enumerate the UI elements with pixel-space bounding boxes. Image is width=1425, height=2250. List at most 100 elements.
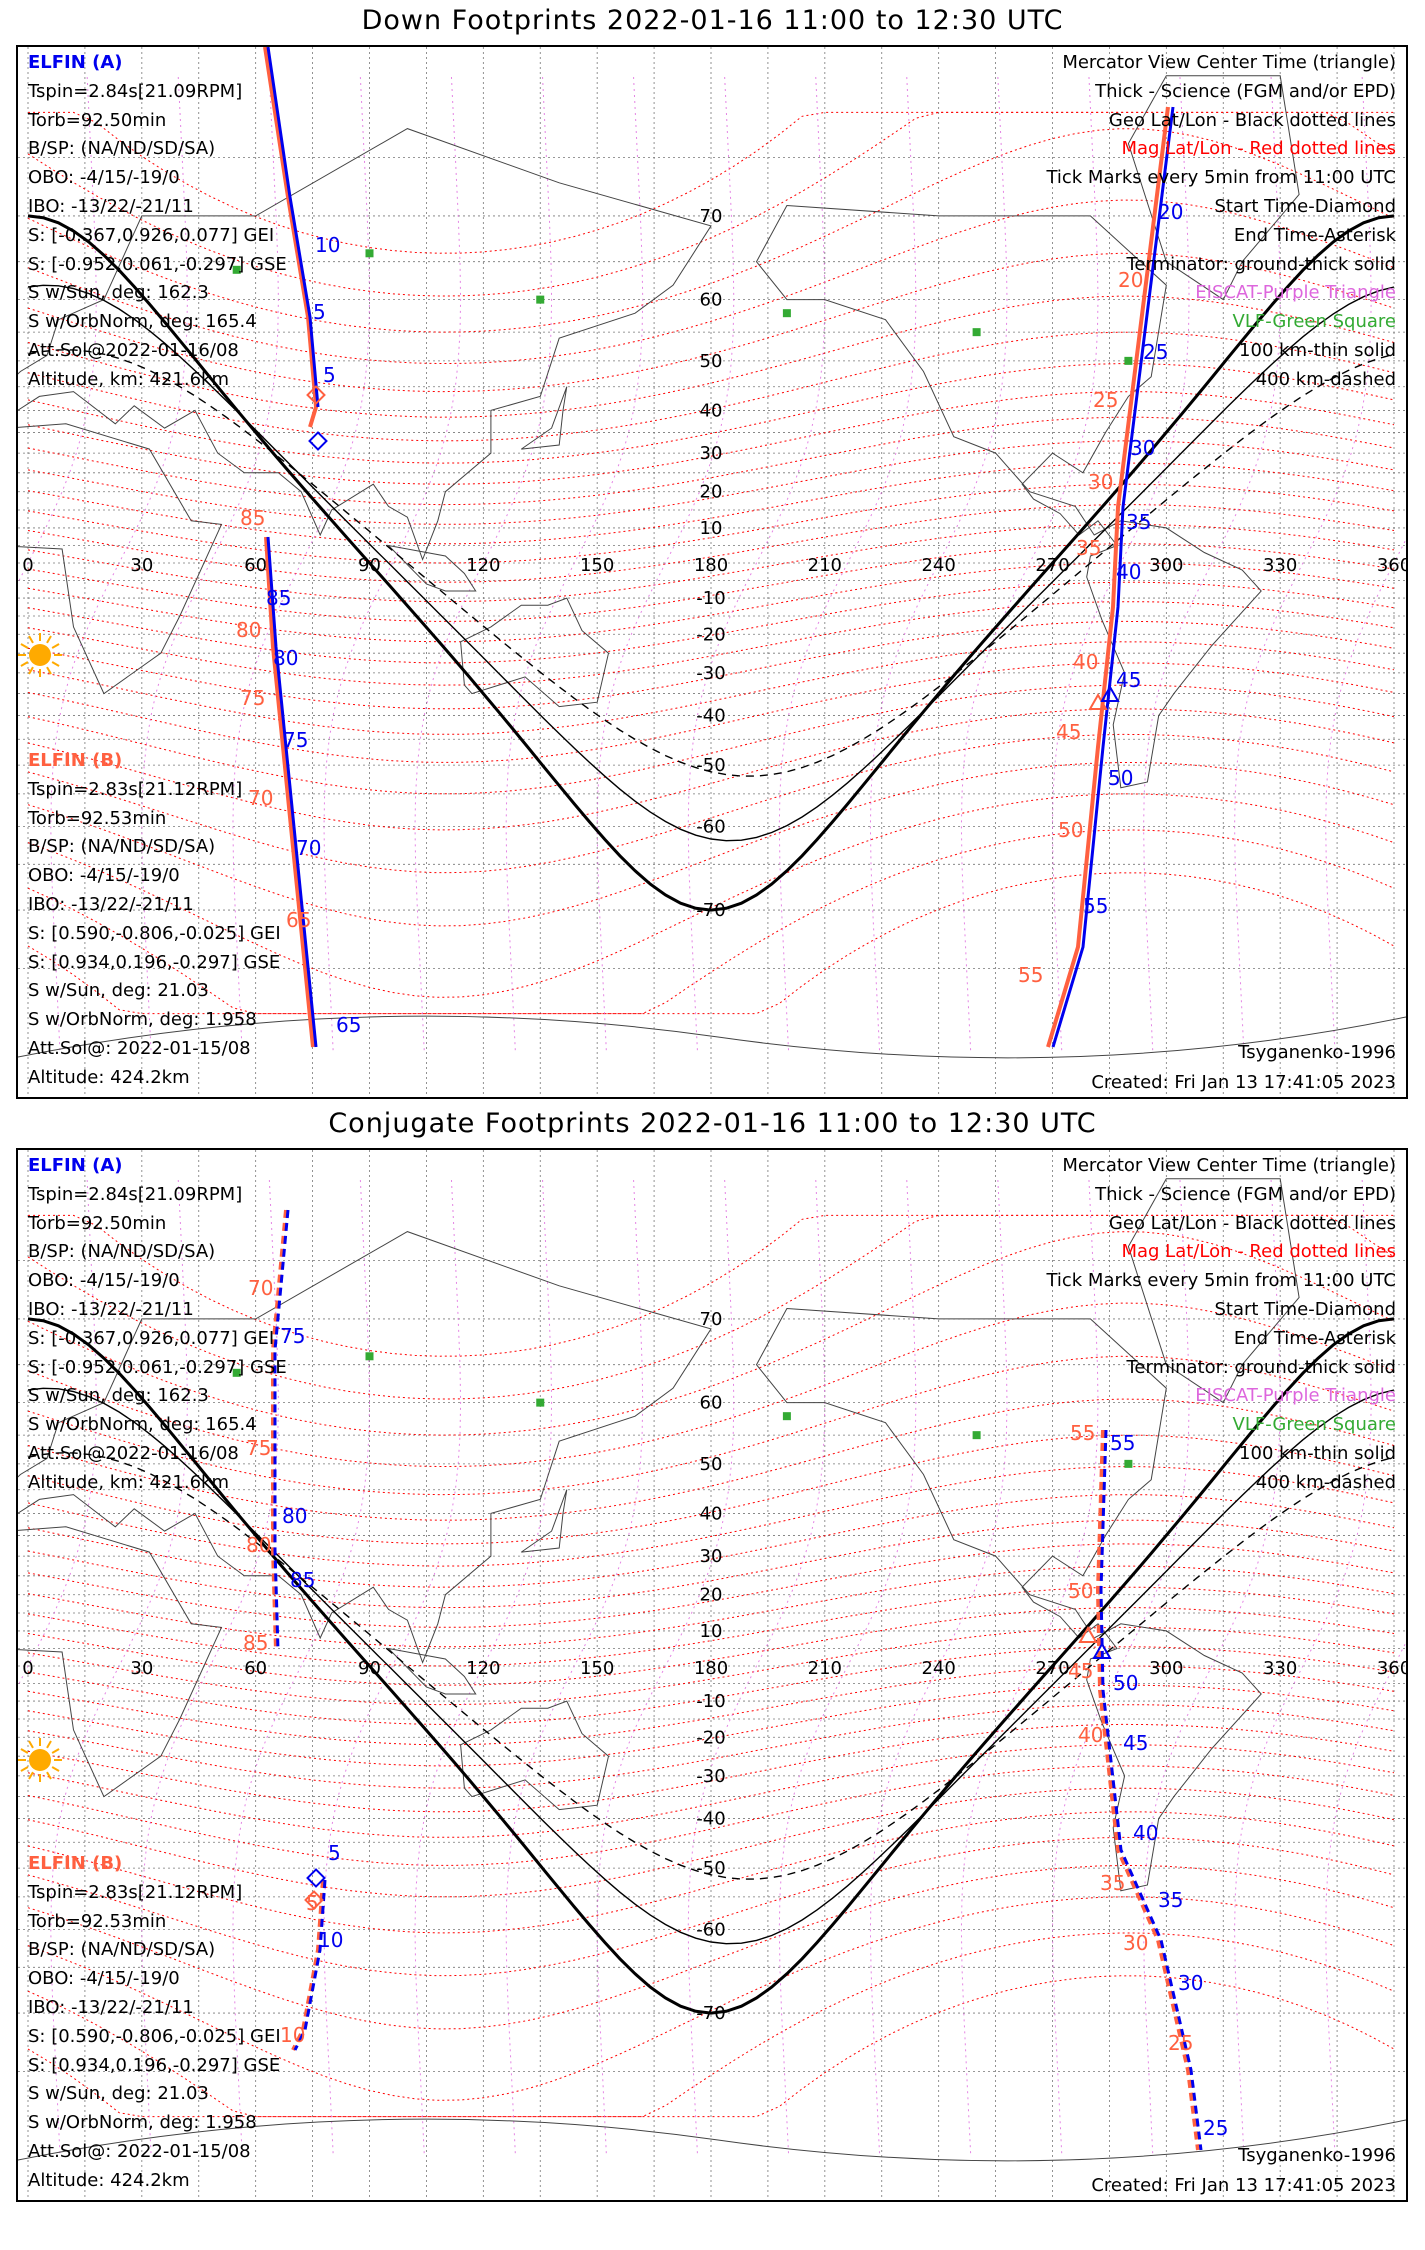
legend-item: Mercator View Center Time (triangle) (1062, 52, 1396, 73)
elfin-b-track (1046, 106, 1170, 1048)
info-line: B/SP: (NA/ND/SD/SA) (28, 1939, 216, 1961)
model-label: Tsyganenko-1996 (1238, 1042, 1396, 1063)
elfin-a-info-conjugate: ELFIN (A) Tspin=2.84s[21.09RPM] Torb=92.… (28, 1152, 287, 1498)
mag-parallel (27, 1626, 1395, 1706)
vlf-station-icon (232, 1368, 241, 1377)
legend-item: EISCAT-Purple Triangle (1195, 282, 1396, 304)
elfin-a-track (266, 536, 318, 1048)
elfin-a-track (273, 1209, 290, 1651)
mag-meridian (1325, 538, 1406, 1051)
mag-parallel (27, 391, 1395, 485)
track-a-tick-label: 30 (1178, 1971, 1203, 1995)
mag-parallel (27, 462, 1395, 545)
lon-tick-label: 270 (1035, 1658, 1069, 1679)
coastline (755, 204, 1262, 789)
legend-item: End Time-Asterisk (1233, 1327, 1396, 1349)
track-a-tick-label: 70 (296, 836, 321, 860)
track-b-tick-label: 40 (1073, 650, 1098, 674)
sun-ray (51, 1748, 60, 1754)
mag-meridian (505, 75, 644, 1051)
mag-meridian (18, 1178, 97, 1687)
elfin-b-header: ELFIN (B) (28, 1853, 123, 1874)
vlf-station-icon (972, 1431, 981, 1440)
coastline (521, 1489, 568, 1553)
legend-item: EISCAT-Purple Triangle (1195, 1385, 1396, 1407)
legend-item: 400 km-dashed (1255, 1471, 1396, 1493)
center-triangle-b (1078, 1625, 1098, 1643)
coastline (755, 1307, 1262, 1892)
info-line: OBO: -4/15/-19/0 (28, 865, 180, 887)
mag-parallel (27, 199, 1395, 365)
sun-ray (51, 1766, 60, 1772)
footprint-map-conjugate: 0 30 60 90 120 150 180 210 240 270 300 330 360706050… (18, 1150, 1406, 2200)
lon-tick-label: 240 (921, 555, 955, 576)
created-label: Created: Fri Jan 13 17:41:05 2023 (1091, 2175, 1396, 2196)
legend-item: Mag Lat/Lon - Red dotted lines (1121, 1241, 1396, 1263)
track-b-tick-label: 5 (306, 1891, 319, 1915)
track-b-tick-label: 55 (1018, 963, 1043, 987)
track-a-tick-label: 5 (328, 1841, 341, 1865)
lon-tick-label: 180 (694, 1658, 728, 1679)
lon-tick-label: 150 (580, 555, 614, 576)
mag-parallel (27, 1704, 1395, 1789)
lon-tick-label: 360 (1377, 555, 1406, 576)
track-b-tick-label: 30 (1088, 470, 1113, 494)
track-b-tick-label: 85 (240, 506, 265, 530)
info-line: B/SP: (NA/ND/SD/SA) (28, 836, 216, 858)
mag-meridian (960, 75, 1099, 1051)
track-b-tick-label: 70 (248, 1276, 273, 1300)
info-line: B/SP: (NA/ND/SD/SA) (28, 1241, 216, 1263)
lon-tick-label: 300 (1149, 555, 1183, 576)
elfin-a-track (1099, 1429, 1203, 2151)
track-a-tick-label: 85 (266, 586, 291, 610)
sun-disc (29, 644, 51, 666)
mag-parallel (27, 1787, 1395, 1898)
info-line: Att.Sol@2022-01-16/08 (28, 339, 239, 361)
sun-ray (28, 1740, 34, 1749)
info-line: IBO: -13/22/-21/11 (28, 1996, 194, 2018)
sun-ray (20, 643, 29, 649)
lon-tick-label: 0 (22, 555, 33, 576)
info-line: Att.Sol@: 2022-01-15/08 (28, 2140, 251, 2162)
legend-item: VLF-Green Square (1232, 311, 1396, 333)
mag-parallel (27, 363, 1395, 464)
mag-parallel (27, 1723, 1395, 1813)
track-a-tick-label: 20 (1158, 200, 1183, 224)
mag-parallel (27, 641, 1395, 735)
mag-meridian (596, 75, 735, 1051)
coastline (387, 1647, 477, 1695)
mag-parallel (27, 684, 1395, 795)
mag-meridian (414, 1178, 553, 2154)
info-line: S: [0.590,-0.806,-0.025] GEI (28, 2025, 281, 2047)
mag-meridian (778, 75, 917, 1051)
lat-tick-label: 60 (700, 1393, 723, 1414)
track-a-tick-label: 35 (1126, 510, 1151, 534)
track-b-tick-label: 35 (1100, 1871, 1125, 1895)
track-a-tick-label: 75 (283, 728, 308, 752)
mag-parallel (27, 504, 1395, 583)
track-b-tick-label: 50 (1058, 818, 1083, 842)
info-line: S: [-0.952,0.061,-0.297] GSE (28, 1356, 287, 1378)
track-b-tick-label: 35 (1076, 536, 1101, 560)
mag-parallel (27, 1586, 1395, 1667)
lat-tick-label: -30 (696, 663, 725, 684)
geo-grid (18, 1150, 1406, 2200)
mag-parallel (27, 1607, 1395, 1686)
sun-icon (18, 1738, 62, 1782)
mag-parallel (27, 1565, 1395, 1648)
center-triangle-a (1092, 1641, 1112, 1659)
legend-item: Thick - Science (FGM and/or EPD) (1095, 1183, 1396, 1205)
vlf-station-icon (232, 265, 241, 274)
mag-parallel (27, 252, 1395, 393)
coastline (18, 128, 712, 561)
coastline (1127, 1178, 1300, 1404)
track-b-tick-label: 80 (246, 1533, 271, 1557)
coastline (18, 1231, 712, 1664)
lat-tick-label: -60 (696, 1919, 725, 1940)
lat-tick-label: 70 (700, 1309, 723, 1330)
created-label: Created: Fri Jan 13 17:41:05 2023 (1091, 1072, 1396, 1093)
sun-ray (46, 1740, 52, 1749)
legend-item: Terminator: ground-thick solid (1126, 253, 1396, 275)
coastline (460, 1700, 610, 1811)
info-line: Att.Sol@2022-01-16/08 (28, 1442, 239, 1464)
